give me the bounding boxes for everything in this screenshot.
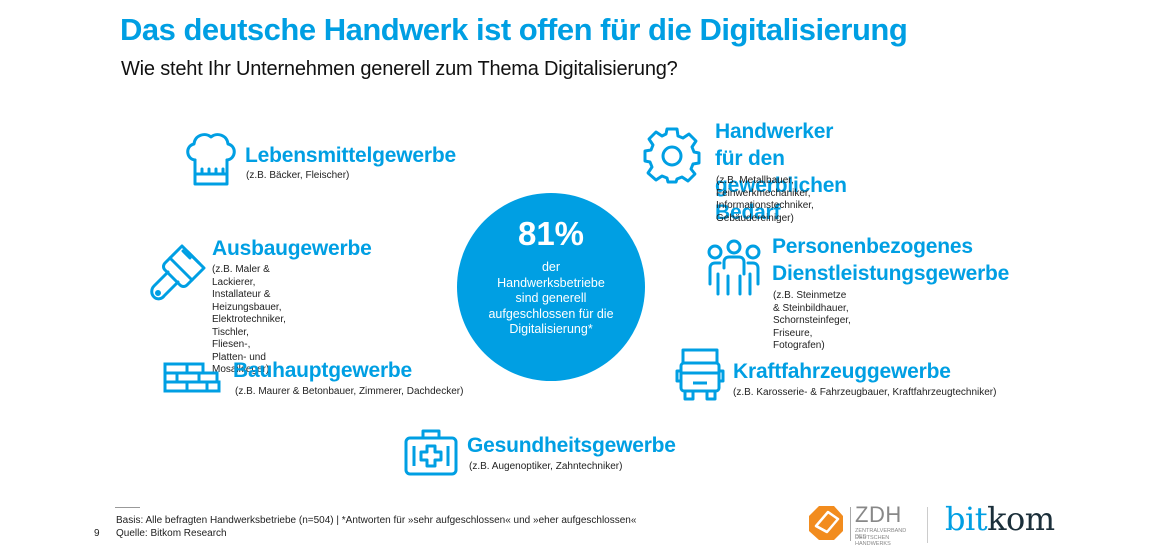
sector-desc: (z.B. Maurer & Betonbauer, Zimmerer, Dac… (235, 386, 464, 397)
page-number: 9 (94, 528, 100, 539)
zdh-divider (850, 507, 851, 541)
chef-hat-icon (183, 128, 239, 188)
sector-name: Bauhauptgewerbe (233, 359, 413, 382)
zdh-emblem-icon (809, 506, 843, 540)
sector-name: Gesundheitsgewerbe (467, 434, 676, 457)
zdh-line2: DEUTSCHEN HANDWERKS (855, 535, 891, 547)
brick-wall-icon (163, 362, 221, 398)
footer-divider (115, 507, 140, 508)
sector-name: Ausbaugewerbe (212, 237, 372, 260)
sector-name: Personenbezogenes Dienstleistungsgewerbe (772, 235, 1010, 285)
footer-basis: Basis: Alle befragten Handwerksbetriebe … (116, 515, 637, 526)
sector-desc: (z.B. Metallbauer, Feinwerkmechaniker, I… (716, 175, 814, 224)
truck-icon (675, 347, 725, 405)
bitkom-bit: bit (945, 500, 988, 538)
sector-desc: (z.B. Bäcker, Fleischer) (246, 170, 350, 181)
sector-desc: (z.B. Augenoptiker, Zahntechniker) (469, 461, 623, 472)
highlight-percent: 81% (517, 215, 585, 252)
logo-separator (927, 507, 928, 543)
page-title: Das deutsche Handwerk ist offen für die … (120, 12, 908, 47)
sector-desc: (z.B. Steinmetze & Steinbildhauer, Schor… (773, 290, 851, 351)
paintbrush-icon (148, 240, 210, 302)
highlight-circle: 81% der Handwerksbetriebe sind generell … (457, 193, 645, 381)
bitkom-kom: kom (987, 500, 1055, 538)
sector-name: Handwerker für den gewerblichen Bedarf (715, 120, 847, 224)
first-aid-kit-icon (403, 426, 459, 478)
page-subtitle: Wie steht Ihr Unternehmen generell zum T… (121, 58, 678, 80)
sector-name: Lebensmittelgewerbe (245, 144, 456, 167)
sector-name: Kraftfahrzeuggewerbe (733, 360, 951, 383)
people-group-icon (706, 238, 762, 298)
sector-desc: (z.B. Karosserie- & Fahrzeugbauer, Kraft… (733, 387, 997, 398)
gear-icon (643, 126, 701, 184)
footer-source: Quelle: Bitkom Research (116, 528, 227, 539)
zdh-short: ZDH (855, 502, 902, 527)
bitkom-logo: bitkom (945, 500, 1055, 538)
highlight-text: der Handwerksbetriebe sind generell aufg… (488, 260, 614, 336)
sector-desc: (z.B. Maler & Lackierer, Installateur & … (212, 264, 286, 375)
zdh-line1: ZENTRALVERBAND DES (855, 528, 907, 540)
